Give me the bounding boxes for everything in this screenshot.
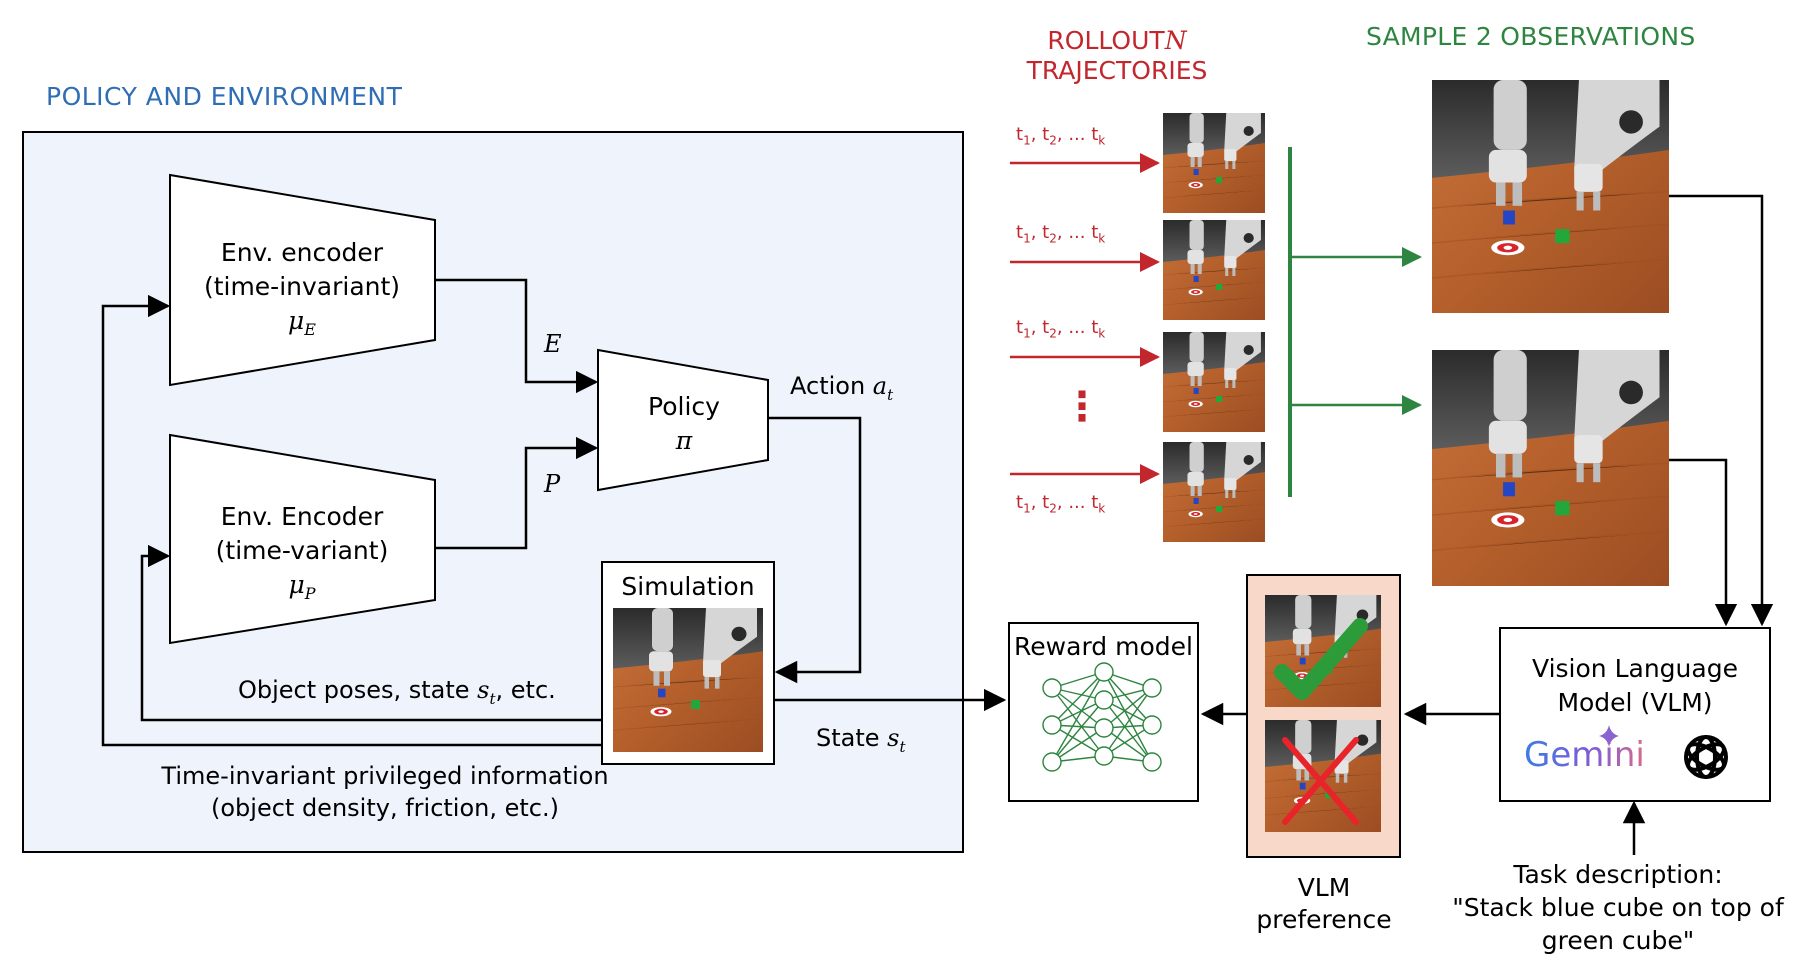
vlm-line1: Vision Language [1532,654,1738,683]
task-line2: "Stack blue cube on top of [1452,893,1784,922]
rollout-title-line1: ROLLOUT [1047,26,1165,55]
gemini-logo: Gemini [1524,735,1645,775]
neural-network-icon [1042,662,1162,772]
rollout-thumb-1 [1163,113,1265,213]
rollout-n: N [1164,26,1187,55]
action-var: a [872,372,888,400]
obs2-to-vlm-arrow [1669,458,1738,627]
object-poses-sub: t [489,689,496,708]
rollout-thumb-4 [1163,442,1265,542]
vlm-preference-line1: VLM [1297,873,1351,902]
env-encoder-time-invariant: Env. encoder (time-invariant) μE [172,236,432,347]
encoder-e-symbol: μ [288,306,305,335]
openai-logo-icon [1684,735,1728,779]
simulation-label: Simulation [621,572,755,601]
e-label: E [544,330,562,358]
reward-model-label: Reward model [1014,632,1193,661]
env-encoder-time-variant: Env. Encoder (time-variant) μP [172,500,432,611]
vlm-preference-line2: preference [1256,905,1392,934]
obs1-to-vlm-arrow [1669,194,1774,627]
policy-environment-title: POLICY AND ENVIRONMENT [46,82,403,111]
privileged-info-label: Time-invariant privileged information (o… [110,760,660,824]
action-arrow [768,416,862,684]
task-line1: Task description: [1513,860,1723,889]
encoder-p-symbol: μ [288,570,305,599]
trajectory-label-1: t1, t2, ... tk [1016,124,1106,148]
preferred-observation [1265,595,1381,707]
encoder-e-line2: (time-invariant) [203,272,401,301]
vlm-line2: Model (VLM) [1557,688,1713,717]
object-poses-feedback-arrow [140,544,602,722]
vertical-dots: ⋮ [1062,384,1102,430]
privileged-info-feedback-arrow [101,294,602,747]
vlm-box [1499,627,1771,802]
cross-icon [1282,737,1359,825]
policy-symbol: π [675,426,693,455]
sample-title: SAMPLE 2 OBSERVATIONS [1366,22,1696,51]
observation-2 [1432,350,1669,586]
object-poses-post: , etc. [495,676,556,704]
task-description: Task description: "Stack blue cube on to… [1440,858,1796,957]
action-sub: t [887,385,894,404]
reward-model-box [1008,622,1199,802]
privileged-line2: (object density, friction, etc.) [211,794,559,822]
encoder-p-sub: P [304,584,316,603]
trajectory-label-2: t1, t2, ... tk [1016,222,1106,246]
env-encoder-time-variant-shape [169,433,436,645]
action-text: Action [790,372,873,400]
gemini-sparkle-icon [1599,725,1619,747]
checkmark-icon [1274,618,1368,700]
state-text: State [816,724,888,752]
privileged-line1: Time-invariant privileged information [161,762,609,790]
object-poses-var: s [477,676,490,704]
observation-1 [1432,80,1669,313]
state-label: State st [816,724,906,756]
object-poses-label: Object poses, state st, etc. [238,676,556,708]
trajectory-label-4: t1, t2, ... tk [1016,492,1106,516]
rollout-title-line2: TRAJECTORIES [1026,56,1208,85]
rollout-thumb-2 [1163,220,1265,320]
task-line3: green cube" [1541,926,1695,955]
trajectory-label-3: t1, t2, ... tk [1016,317,1106,341]
e-to-policy-arrow [435,278,599,394]
rollout-thumb-3 [1163,332,1265,432]
encoder-e-line1: Env. encoder [220,238,384,267]
object-poses-pre: Object poses, state [238,676,478,704]
p-to-policy-arrow [435,436,599,550]
p-label: P [544,470,561,498]
state-var: s [887,724,900,752]
encoder-p-line2: (time-variant) [215,536,389,565]
vlm-label: Vision Language Model (VLM) [1500,652,1770,720]
action-label: Action at [790,372,893,404]
policy-label: Policy [648,392,720,421]
state-sub: t [899,737,906,756]
policy: Policy π [600,390,768,458]
encoder-p-line1: Env. Encoder [220,502,384,531]
encoder-e-sub: E [304,320,316,339]
rollout-title: ROLLOUTN TRAJECTORIES [1012,26,1222,86]
vlm-preference-label: VLM preference [1224,872,1424,936]
